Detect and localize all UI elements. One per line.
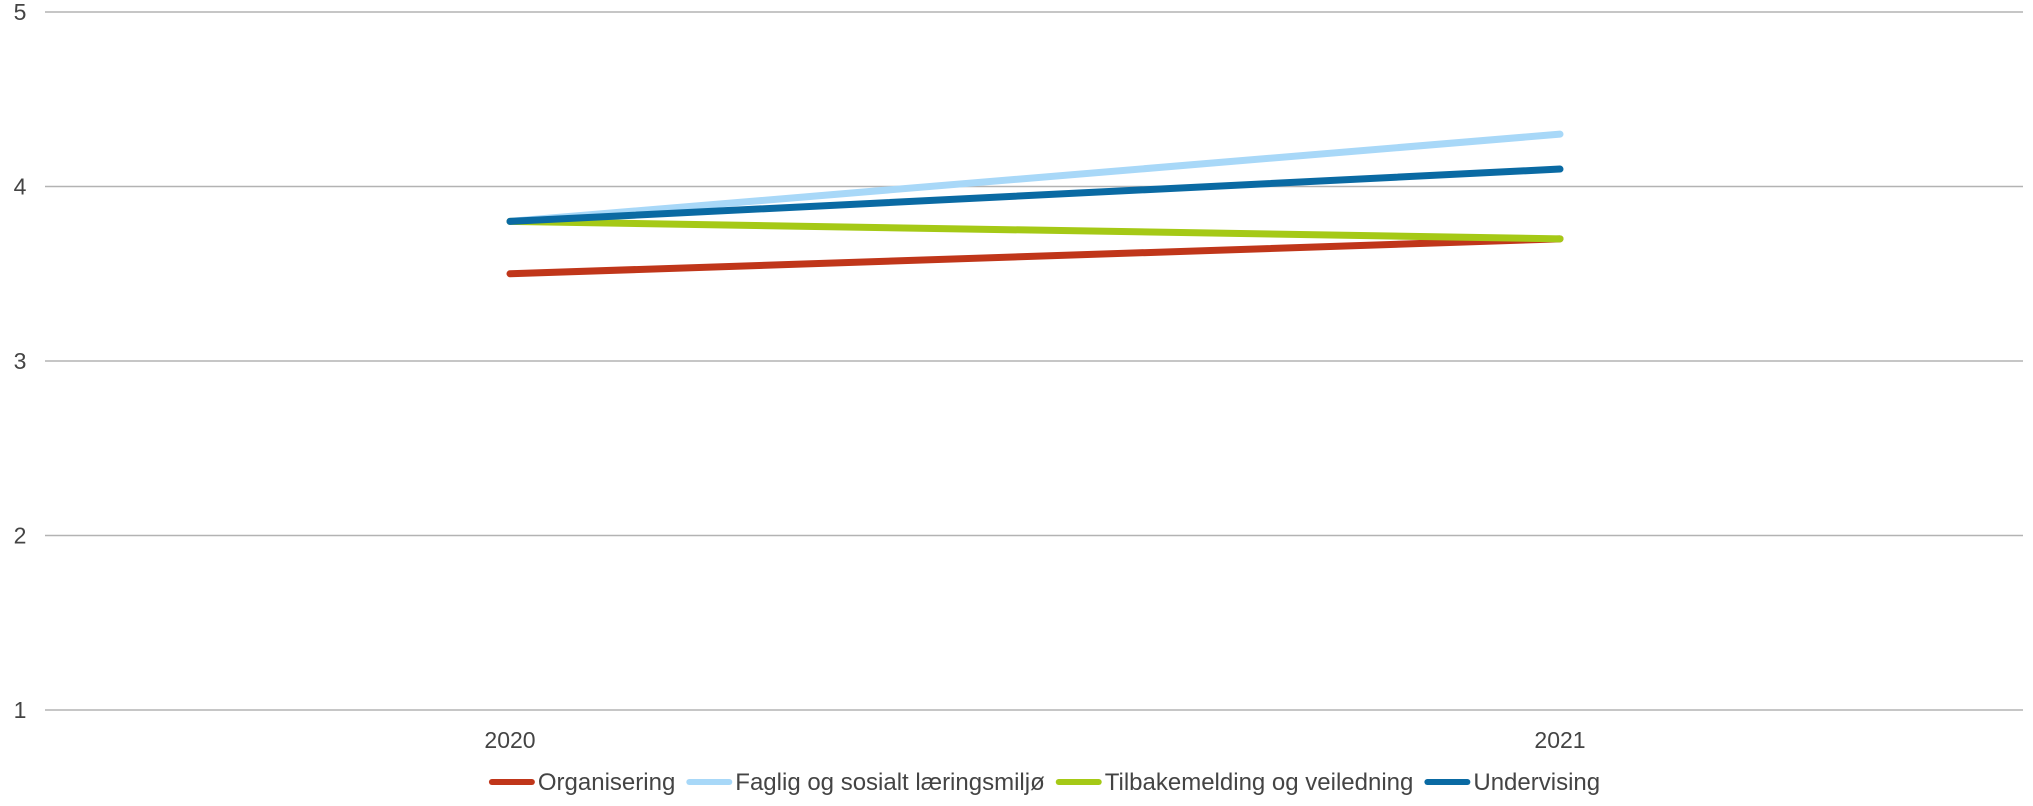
legend: Organisering Faglig og sosialt læringsmil…	[488, 769, 1600, 796]
legend-label: Tilbakemelding og veiledning	[1105, 769, 1414, 796]
legend-label: Faglig og sosialt læringsmiljø	[735, 769, 1045, 796]
series-line-faglig-og-sosialt-læringsmiljø	[506, 130, 1564, 225]
y-axis-ticks: 1 2 3 4 5	[14, 0, 27, 723]
x-tick-label: 2020	[484, 727, 535, 753]
legend-label: Undervising	[1473, 769, 1600, 796]
y-tick-label: 4	[14, 174, 27, 200]
series-line-tilbakemelding-og-veiledning	[506, 217, 1564, 243]
y-tick-label: 2	[14, 523, 27, 549]
y-tick-label: 3	[14, 348, 27, 374]
y-tick-label: 5	[14, 0, 27, 25]
series-line-organisering	[506, 235, 1564, 278]
series-line-undervising	[506, 165, 1564, 225]
x-axis-ticks: 2020 2021	[484, 727, 1585, 753]
legend-label: Organisering	[538, 769, 675, 796]
y-tick-label: 1	[14, 697, 27, 723]
series-layer	[506, 130, 1564, 278]
x-tick-label: 2021	[1534, 727, 1585, 753]
grid-layer	[45, 11, 2023, 711]
